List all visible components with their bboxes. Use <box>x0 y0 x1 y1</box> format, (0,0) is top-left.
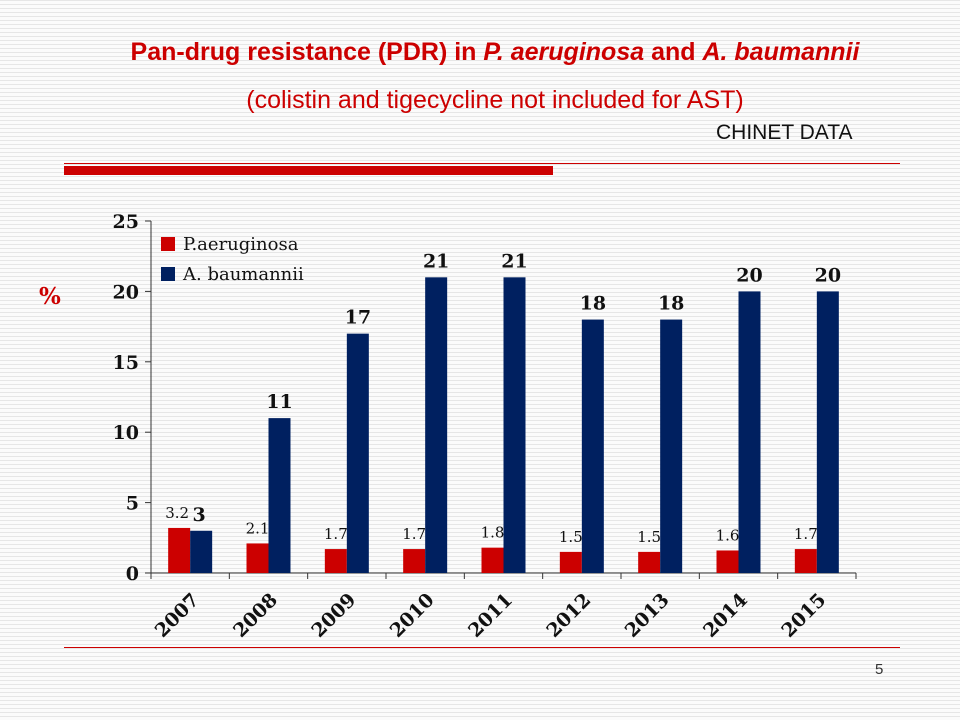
x-tick-label-2014: 2014 <box>699 589 752 642</box>
bar-pa-2013 <box>638 551 661 573</box>
title-and: and <box>644 38 703 66</box>
bar-pa-2008 <box>246 543 269 573</box>
top-divider <box>64 163 900 164</box>
label-ab-2014: 20 <box>736 264 762 286</box>
label-ab-2011: 21 <box>501 250 527 272</box>
label-pa-2013: 1.5 <box>637 528 661 546</box>
page-number: 5 <box>875 661 884 678</box>
x-tick-label-2012: 2012 <box>542 589 595 642</box>
label-ab-2008: 11 <box>266 391 292 413</box>
y-tick-label: 15 <box>113 352 139 374</box>
label-pa-2014: 1.6 <box>716 526 740 544</box>
x-tick-label-2007: 2007 <box>151 589 204 642</box>
bar-pa-2012 <box>559 551 582 573</box>
bar-pa-2015 <box>794 549 817 573</box>
legend-swatch-1 <box>161 267 175 281</box>
x-tick-label-2015: 2015 <box>777 589 830 642</box>
label-pa-2008: 2.1 <box>246 519 270 537</box>
bottom-divider <box>64 647 900 648</box>
label-ab-2013: 18 <box>658 293 684 315</box>
y-tick-label: 25 <box>113 211 139 233</box>
bar-ab-2015 <box>816 291 839 573</box>
label-pa-2011: 1.8 <box>481 524 505 542</box>
slide-subtitle: (colistin and tigecycline not included f… <box>246 86 744 114</box>
label-pa-2015: 1.7 <box>794 525 818 543</box>
legend-label-0: P.aeruginosa <box>183 234 299 255</box>
x-tick-label-2009: 2009 <box>307 589 360 642</box>
label-ab-2007: 3 <box>193 504 206 526</box>
y-tick-label: 0 <box>126 563 139 585</box>
label-pa-2007: 3.2 <box>165 504 189 522</box>
label-ab-2015: 20 <box>815 264 841 286</box>
y-axis-label: % <box>39 283 61 310</box>
legend-label-1: A. baumannii <box>182 264 304 285</box>
x-tick-label-2011: 2011 <box>464 589 517 642</box>
x-tick-label-2010: 2010 <box>386 589 439 642</box>
title-species-pa: P. aeruginosa <box>483 38 645 66</box>
bar-pa-2007 <box>168 527 191 573</box>
y-tick-label: 5 <box>126 493 139 515</box>
bar-pa-2014 <box>716 550 739 573</box>
chart-bars <box>168 277 839 573</box>
label-pa-2010: 1.7 <box>402 525 426 543</box>
data-source-label: CHINET DATA <box>716 121 853 144</box>
x-tick-label-2013: 2013 <box>621 589 674 642</box>
chart-legend: P.aeruginosa A. baumannii <box>161 234 304 285</box>
bar-pa-2009 <box>324 549 347 573</box>
bar-ab-2007 <box>190 530 213 573</box>
bar-ab-2010 <box>425 277 448 573</box>
bar-ab-2011 <box>503 277 526 573</box>
x-tick-label-2008: 2008 <box>229 589 282 642</box>
bar-ab-2008 <box>268 418 291 573</box>
label-ab-2012: 18 <box>580 293 606 315</box>
slide-title: Pan-drug resistance (PDR) in P. aerugino… <box>0 38 960 67</box>
y-tick-label: 20 <box>113 281 139 303</box>
y-tick-label: 10 <box>113 422 139 444</box>
bar-pa-2010 <box>403 549 426 573</box>
title-species-ab: A. baumannii <box>702 38 860 66</box>
bar-ab-2014 <box>738 291 761 573</box>
legend-swatch-0 <box>161 237 175 251</box>
bar-ab-2013 <box>660 319 683 573</box>
chart-labels: 3.2 3 2007 2.1 11 2008 1.7 17 2009 1.7 21 2010 1.8 21… <box>151 250 841 642</box>
title-prefix: Pan-drug resistance (PDR) in <box>130 38 484 66</box>
bar-ab-2009 <box>346 333 369 573</box>
label-ab-2010: 21 <box>423 250 449 272</box>
bar-ab-2012 <box>581 319 604 573</box>
label-pa-2012: 1.5 <box>559 528 583 546</box>
accent-bar <box>64 166 553 175</box>
label-pa-2009: 1.7 <box>324 525 348 543</box>
bar-pa-2011 <box>481 547 504 573</box>
label-ab-2009: 17 <box>345 307 371 329</box>
